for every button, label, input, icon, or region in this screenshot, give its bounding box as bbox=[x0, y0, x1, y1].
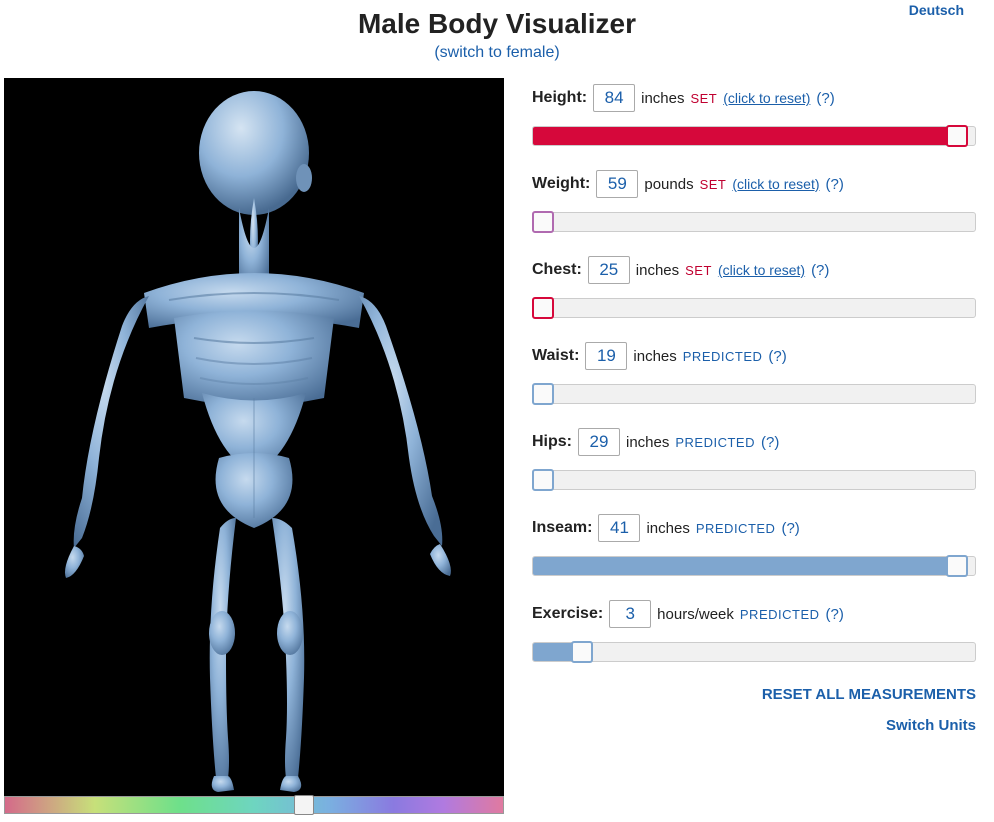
measure-height: Height: inches SET (click to reset) (?) bbox=[532, 84, 976, 146]
body-figure bbox=[4, 78, 504, 796]
weight-label: Weight: bbox=[532, 175, 590, 193]
color-spectrum-slider[interactable] bbox=[4, 796, 504, 814]
inseam-slider-fill bbox=[533, 557, 957, 575]
switch-gender-link[interactable]: (switch to female) bbox=[0, 44, 994, 62]
measure-hips: Hips: inches PREDICTED (?) bbox=[532, 428, 976, 490]
height-unit: inches bbox=[641, 90, 684, 107]
inseam-slider[interactable] bbox=[532, 556, 976, 576]
measure-inseam: Inseam: inches PREDICTED (?) bbox=[532, 514, 976, 576]
exercise-help-link[interactable]: (?) bbox=[826, 606, 844, 623]
hips-unit: inches bbox=[626, 434, 669, 451]
controls-panel: Height:inchesSET(click to reset)(?)Weigh… bbox=[504, 78, 994, 814]
exercise-input[interactable] bbox=[609, 600, 651, 628]
hips-help-link[interactable]: (?) bbox=[761, 434, 779, 451]
inseam-input[interactable] bbox=[598, 514, 640, 542]
switch-units-link[interactable]: Switch Units bbox=[532, 717, 976, 734]
chest-slider[interactable] bbox=[532, 298, 976, 318]
height-status: SET bbox=[690, 91, 717, 106]
weight-slider[interactable] bbox=[532, 212, 976, 232]
waist-label: Waist: bbox=[532, 347, 579, 365]
chest-unit: inches bbox=[636, 262, 679, 279]
language-link[interactable]: Deutsch bbox=[909, 2, 964, 18]
exercise-slider-thumb[interactable] bbox=[571, 641, 593, 663]
weight-status: SET bbox=[700, 177, 727, 192]
weight-unit: pounds bbox=[644, 176, 693, 193]
chest-reset-link[interactable]: (click to reset) bbox=[718, 262, 805, 278]
waist-unit: inches bbox=[633, 348, 676, 365]
hips-status: PREDICTED bbox=[675, 435, 755, 450]
height-input[interactable] bbox=[593, 84, 635, 112]
height-help-link[interactable]: (?) bbox=[816, 90, 834, 107]
chest-status: SET bbox=[685, 263, 712, 278]
chest-slider-thumb[interactable] bbox=[532, 297, 554, 319]
height-reset-link[interactable]: (click to reset) bbox=[723, 90, 810, 106]
chest-label: Chest: bbox=[532, 261, 582, 279]
inseam-label: Inseam: bbox=[532, 519, 592, 537]
chest-input[interactable] bbox=[588, 256, 630, 284]
waist-help-link[interactable]: (?) bbox=[768, 348, 786, 365]
inseam-status: PREDICTED bbox=[696, 521, 776, 536]
exercise-unit: hours/week bbox=[657, 606, 734, 623]
waist-slider[interactable] bbox=[532, 384, 976, 404]
chest-help-link[interactable]: (?) bbox=[811, 262, 829, 279]
waist-input[interactable] bbox=[585, 342, 627, 370]
measure-exercise: Exercise: hours/week PREDICTED (?) bbox=[532, 600, 976, 662]
measure-weight: Weight: pounds SET (click to reset) (?) bbox=[532, 170, 976, 232]
weight-slider-thumb[interactable] bbox=[532, 211, 554, 233]
weight-reset-link[interactable]: (click to reset) bbox=[732, 176, 819, 192]
hips-slider-thumb[interactable] bbox=[532, 469, 554, 491]
weight-help-link[interactable]: (?) bbox=[826, 176, 844, 193]
exercise-status: PREDICTED bbox=[740, 607, 820, 622]
height-slider[interactable] bbox=[532, 126, 976, 146]
body-canvas[interactable] bbox=[4, 78, 504, 796]
height-slider-fill bbox=[533, 127, 957, 145]
height-slider-thumb[interactable] bbox=[946, 125, 968, 147]
inseam-unit: inches bbox=[646, 520, 689, 537]
measure-chest: Chest: inches SET (click to reset) (?) bbox=[532, 256, 976, 318]
header: Male Body Visualizer (switch to female) bbox=[0, 0, 994, 62]
waist-slider-thumb[interactable] bbox=[532, 383, 554, 405]
visualizer-panel bbox=[4, 78, 504, 814]
hips-input[interactable] bbox=[578, 428, 620, 456]
page-title: Male Body Visualizer bbox=[0, 8, 994, 40]
inseam-help-link[interactable]: (?) bbox=[781, 520, 799, 537]
height-label: Height: bbox=[532, 89, 587, 107]
spectrum-thumb[interactable] bbox=[294, 795, 314, 815]
exercise-slider[interactable] bbox=[532, 642, 976, 662]
hips-slider[interactable] bbox=[532, 470, 976, 490]
reset-all-link[interactable]: RESET ALL MEASUREMENTS bbox=[532, 686, 976, 703]
weight-input[interactable] bbox=[596, 170, 638, 198]
hips-label: Hips: bbox=[532, 433, 572, 451]
exercise-label: Exercise: bbox=[532, 605, 603, 623]
measure-waist: Waist: inches PREDICTED (?) bbox=[532, 342, 976, 404]
waist-status: PREDICTED bbox=[683, 349, 763, 364]
inseam-slider-thumb[interactable] bbox=[946, 555, 968, 577]
